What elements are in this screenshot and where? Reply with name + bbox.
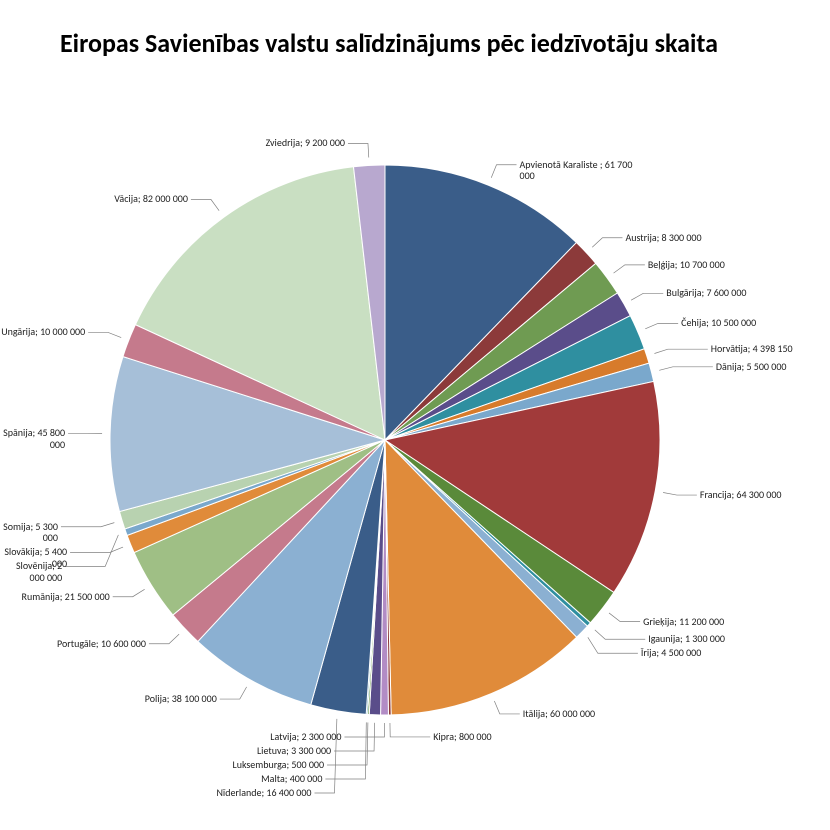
leader-line: [220, 687, 247, 699]
slice-label: Lietuva; 3 300 000: [257, 745, 331, 757]
leader-line: [654, 349, 707, 353]
leader-line: [592, 238, 622, 248]
leader-line: [70, 547, 123, 552]
slice-label: Austrija; 8 300 000: [625, 232, 701, 244]
slice-label: Portugāle; 10 600 000: [57, 638, 146, 650]
slice-label: Francija; 64 300 000: [700, 489, 782, 501]
slice-label: Rumānija; 21 500 000: [22, 591, 110, 603]
leader-line: [191, 199, 219, 210]
slice-label: Grieķija; 11 200 000: [643, 616, 724, 628]
leader-line: [588, 637, 638, 653]
leader-line: [88, 332, 121, 337]
leader-line: [659, 367, 713, 370]
slice-label: Īrija; 4 500 000: [641, 647, 701, 659]
leader-line: [494, 701, 519, 714]
leader-line: [65, 535, 118, 566]
leader-line: [348, 143, 369, 157]
slice-label: Vācija; 82 000 000: [114, 193, 188, 205]
leader-line: [631, 293, 663, 300]
pie-chart: [0, 0, 830, 830]
leader-line: [113, 589, 145, 596]
leader-line: [595, 630, 645, 639]
slice-label: Itālija; 60 000 000: [523, 708, 595, 720]
slice-label: Igaunija; 1 300 000: [648, 633, 725, 645]
slice-label: Nīderlande; 16 400 000: [216, 787, 311, 799]
leader-line: [61, 523, 114, 527]
slice-label: Ungārija; 10 000 000: [1, 326, 85, 338]
slice-label: Spānija; 45 800 000: [0, 427, 65, 450]
slice-label: Zviedrija; 9 200 000: [266, 137, 345, 149]
leader-line: [327, 722, 368, 765]
leader-line: [491, 165, 516, 178]
slice-label: Luksemburga; 500 000: [232, 759, 324, 771]
leader-line: [344, 723, 384, 737]
slice-label: Čehija; 10 500 000: [681, 317, 756, 329]
slice-label: Somija; 5 300 000: [0, 521, 58, 544]
slice-label: Malta; 400 000: [261, 773, 322, 785]
leader-line: [390, 723, 430, 737]
leader-line: [614, 265, 645, 273]
chart-container: { "title": "Eiropas Savienības valstu sa…: [0, 0, 830, 830]
slice-label: Latvija; 2 300 000: [270, 731, 341, 743]
leader-line: [149, 634, 179, 644]
leader-line: [645, 323, 678, 328]
slice-label: Horvātija; 4 398 150: [711, 343, 793, 355]
slice-label: Dānija; 5 500 000: [716, 361, 787, 373]
leader-line: [663, 492, 697, 495]
slice-label: Bulgārija; 7 600 000: [666, 287, 746, 299]
slice-label: Beļģija; 10 700 000: [648, 259, 725, 271]
slice-label: Kipra; 800 000: [433, 731, 491, 743]
slice-label: Polija; 38 100 000: [145, 693, 217, 705]
slice-label: Slovēnija; 2 000 000: [0, 560, 62, 583]
slice-label: Apvienotā Karaliste ; 61 700 000: [520, 159, 640, 182]
leader-line: [609, 613, 640, 622]
